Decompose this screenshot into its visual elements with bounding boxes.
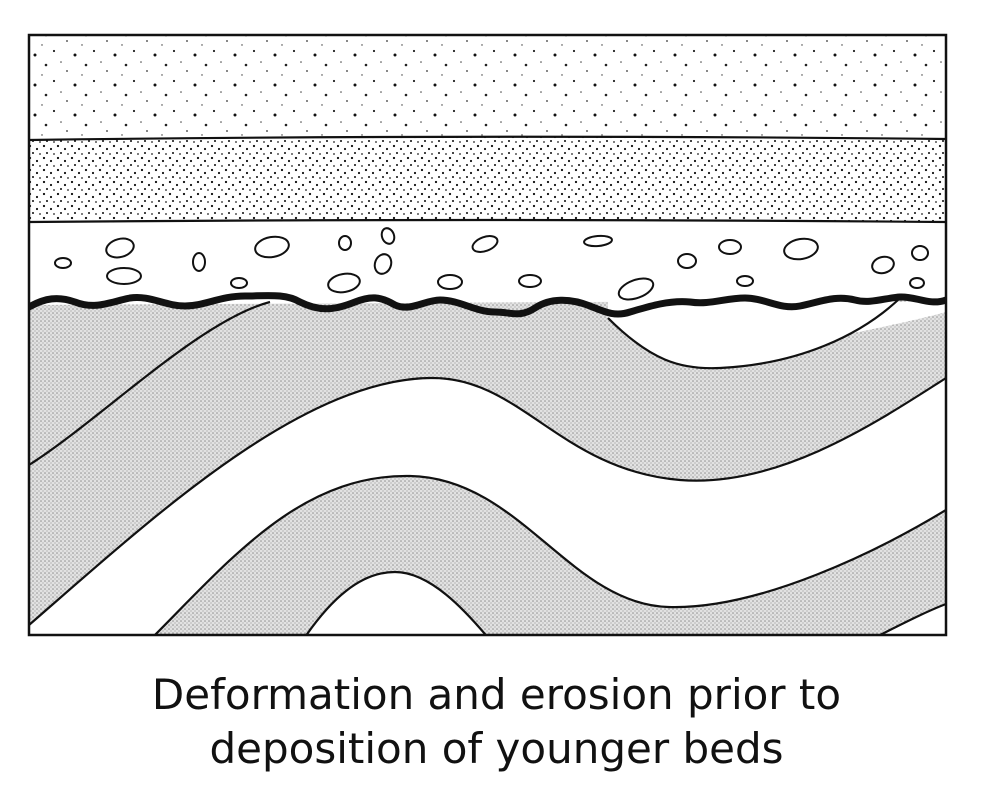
conglomerate-pebbles bbox=[54, 227, 929, 301]
caption-line-1: Deformation and erosion prior to bbox=[151, 670, 842, 719]
folded-strata bbox=[29, 299, 946, 635]
boundary-lower bbox=[29, 218, 946, 224]
fold-line-2 bbox=[29, 376, 946, 626]
fold-line-3 bbox=[153, 474, 946, 635]
caption-line-2: deposition of younger beds bbox=[209, 724, 784, 773]
fold-line-lower-right bbox=[877, 602, 946, 635]
upper-sandstone-layer bbox=[29, 35, 946, 138]
cross-section-diagram bbox=[27, 33, 948, 637]
unconformity-erosion-surface bbox=[29, 292, 946, 318]
fold-line-syncline bbox=[607, 299, 899, 370]
fold-line-1 bbox=[29, 300, 271, 466]
diagram-frame bbox=[27, 33, 948, 637]
fold-line-core bbox=[305, 570, 488, 635]
syncline-white-band bbox=[608, 300, 898, 369]
dense-sandstone-layer bbox=[29, 136, 946, 222]
boundary-upper bbox=[29, 135, 946, 142]
figure-caption: Deformation and erosion prior to deposit… bbox=[0, 668, 993, 776]
